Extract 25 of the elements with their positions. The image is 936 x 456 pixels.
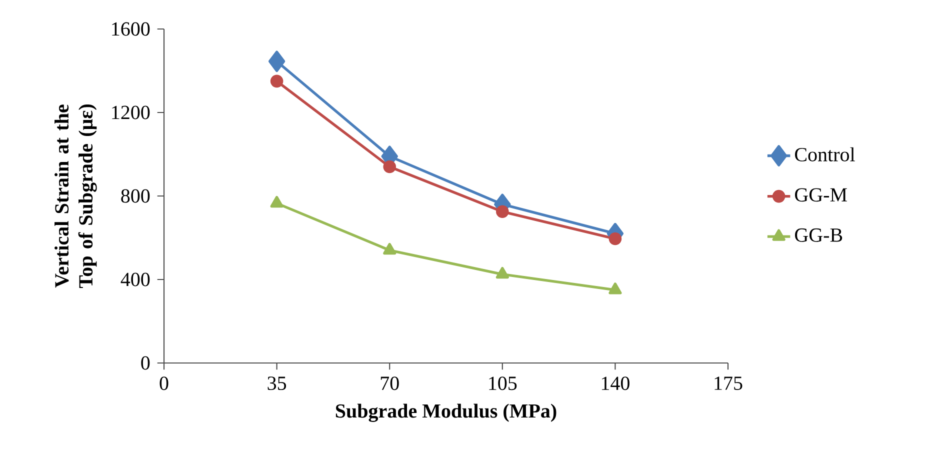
point (268, 50, 286, 72)
y-tick-label: 400 (120, 272, 150, 286)
x-tick-label: 0 (160, 376, 168, 390)
y-tick-label: 800 (121, 189, 150, 203)
x-tick-label: 175 (714, 376, 742, 390)
legend-label: GG-B (795, 228, 842, 242)
point (270, 196, 284, 208)
point (270, 74, 284, 88)
y-axis-title: Vertical Strain at the Top of Subgrade (με) (54, 104, 97, 288)
y-tick-label: 1200 (112, 106, 150, 120)
y-tick-label: 0 (141, 356, 150, 370)
y-tick-label: 1600 (112, 22, 150, 36)
x-axis-title: Subgrade Modulus (MPa) (336, 404, 556, 422)
x-tick-label: 105 (489, 376, 517, 390)
point (608, 232, 622, 246)
x-tick-label: 70 (380, 376, 399, 390)
point (383, 242, 396, 255)
point (608, 282, 622, 294)
x-tick-label: 140 (602, 376, 630, 390)
point (383, 160, 396, 174)
legend-label: GG-M (795, 188, 847, 202)
legend-label: Control (795, 147, 855, 162)
point (496, 266, 509, 279)
x-tick-label: 35 (268, 376, 286, 390)
point (496, 205, 509, 218)
